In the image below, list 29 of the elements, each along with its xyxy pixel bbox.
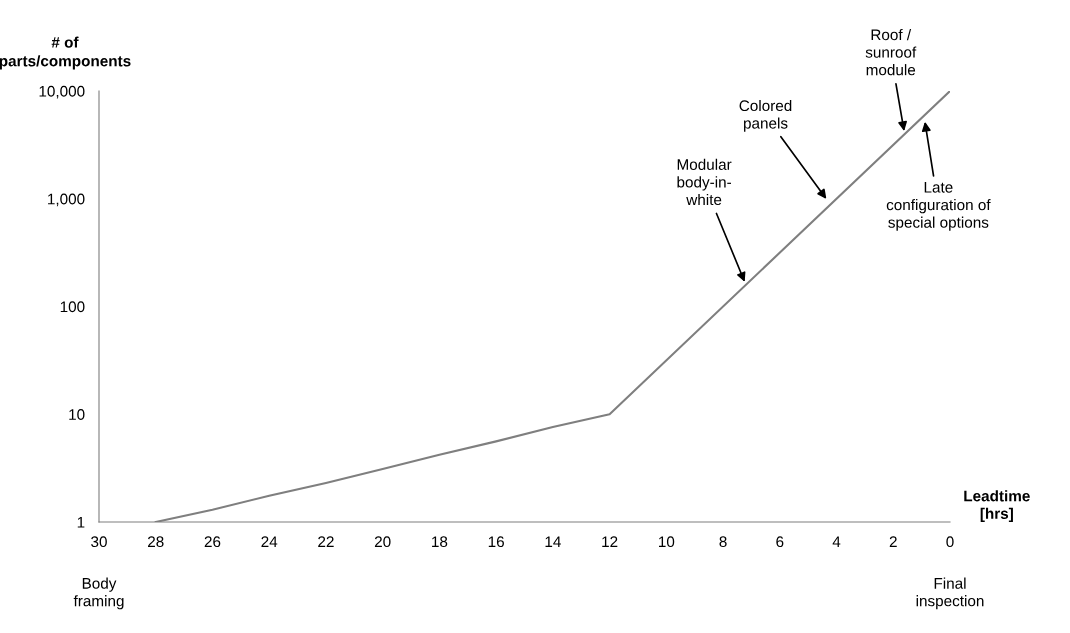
- x-tick-label: 2: [889, 536, 897, 547]
- x-tick-label: 20: [374, 536, 391, 548]
- x-tick-label: 24: [261, 536, 278, 547]
- x-tick-label: 30: [91, 536, 107, 548]
- x-tick-label: 26: [204, 536, 221, 548]
- x-tick-label: 28: [148, 536, 164, 548]
- x-tick-label: 4: [832, 536, 841, 547]
- x-tick-label: 0: [946, 536, 954, 548]
- annotation: Roof / sunroof module: [865, 28, 917, 76]
- annotation: Late configuration of special options: [886, 182, 991, 231]
- x-tick-label: 16: [488, 536, 504, 548]
- x-tick-label: 14: [545, 536, 561, 547]
- x-tick-label: 10: [659, 536, 675, 548]
- x-tick-label: 6: [776, 536, 784, 548]
- x-tick-label: 22: [318, 536, 334, 547]
- text: Body framing: [73, 577, 124, 610]
- x-tick-label: 12: [602, 536, 618, 547]
- annotation: Colored panels: [739, 99, 792, 132]
- x-axis-title: Leadtime [hrs]: [964, 490, 1030, 522]
- y-tick-label: 10: [69, 409, 85, 420]
- annotation: Modular body-in- white: [677, 158, 732, 206]
- y-axis-title: # of parts/components: [0, 36, 131, 70]
- y-tick-label: 1,000: [48, 193, 85, 207]
- y-tick-label: 10,000: [39, 85, 85, 99]
- x-tick-label: 18: [432, 536, 448, 548]
- y-tick-label: 1: [77, 517, 85, 528]
- y-tick-label: 100: [60, 301, 85, 313]
- text: Final inspection: [916, 577, 984, 610]
- x-tick-label: 8: [719, 536, 727, 548]
